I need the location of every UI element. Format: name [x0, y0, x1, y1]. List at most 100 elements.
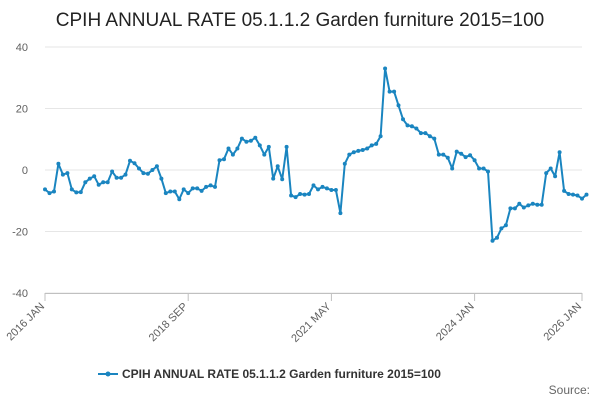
data-point[interactable]: [383, 66, 388, 71]
data-point[interactable]: [235, 146, 240, 151]
data-point[interactable]: [477, 166, 482, 171]
data-point[interactable]: [459, 151, 464, 156]
data-point[interactable]: [436, 152, 441, 157]
data-point[interactable]: [342, 161, 347, 166]
data-point[interactable]: [517, 201, 522, 206]
data-point[interactable]: [414, 126, 419, 131]
data-point[interactable]: [521, 205, 526, 210]
source-label[interactable]: Source:: [549, 383, 590, 397]
data-point[interactable]: [490, 238, 495, 243]
data-point[interactable]: [486, 169, 490, 174]
data-point[interactable]: [284, 144, 289, 149]
data-point[interactable]: [571, 192, 575, 197]
data-point[interactable]: [163, 191, 168, 196]
data-point[interactable]: [222, 157, 226, 162]
data-point[interactable]: [110, 169, 115, 174]
data-point[interactable]: [69, 187, 74, 192]
data-point[interactable]: [539, 202, 544, 207]
data-point[interactable]: [47, 191, 52, 196]
data-point[interactable]: [418, 131, 423, 136]
data-point[interactable]: [226, 146, 231, 151]
data-point[interactable]: [78, 190, 83, 195]
data-point[interactable]: [123, 172, 128, 177]
data-point[interactable]: [356, 148, 361, 153]
data-point[interactable]: [333, 188, 338, 192]
data-point[interactable]: [181, 187, 186, 192]
data-point[interactable]: [280, 177, 285, 182]
data-point[interactable]: [105, 180, 110, 185]
data-point[interactable]: [530, 201, 535, 206]
data-point[interactable]: [132, 161, 137, 166]
data-point[interactable]: [177, 197, 182, 202]
data-point[interactable]: [503, 223, 508, 228]
data-point[interactable]: [562, 188, 567, 193]
data-point[interactable]: [535, 202, 540, 207]
data-point[interactable]: [360, 148, 365, 152]
data-point[interactable]: [432, 136, 437, 141]
data-point[interactable]: [580, 196, 584, 201]
data-point[interactable]: [150, 168, 155, 172]
data-point[interactable]: [472, 158, 477, 163]
data-point[interactable]: [96, 182, 101, 187]
data-point[interactable]: [266, 144, 271, 149]
data-point[interactable]: [392, 89, 397, 94]
data-point[interactable]: [374, 141, 379, 146]
data-point[interactable]: [239, 136, 244, 141]
data-point[interactable]: [172, 189, 177, 194]
data-point[interactable]: [351, 150, 356, 155]
data-point[interactable]: [499, 226, 504, 231]
data-point[interactable]: [195, 186, 200, 191]
data-point[interactable]: [262, 152, 267, 157]
data-point[interactable]: [56, 161, 61, 166]
legend[interactable]: CPIH ANNUAL RATE 05.1.1.2 Garden furnitu…: [98, 367, 441, 381]
data-point[interactable]: [168, 189, 173, 194]
data-point[interactable]: [441, 152, 446, 157]
data-point[interactable]: [289, 193, 294, 198]
data-point[interactable]: [526, 203, 531, 208]
data-point[interactable]: [52, 189, 56, 194]
data-point[interactable]: [119, 175, 124, 180]
data-point[interactable]: [387, 89, 392, 94]
data-point[interactable]: [190, 186, 195, 191]
data-point[interactable]: [553, 174, 558, 179]
data-point[interactable]: [316, 187, 320, 192]
data-point[interactable]: [463, 155, 468, 160]
data-point[interactable]: [566, 192, 571, 196]
data-point[interactable]: [145, 171, 150, 176]
data-point[interactable]: [244, 139, 249, 144]
data-point[interactable]: [253, 135, 258, 140]
data-point[interactable]: [87, 176, 92, 181]
data-point[interactable]: [159, 176, 164, 181]
data-point[interactable]: [320, 184, 325, 189]
data-point[interactable]: [114, 175, 119, 180]
data-point[interactable]: [154, 164, 159, 169]
data-point[interactable]: [584, 192, 589, 197]
data-point[interactable]: [230, 152, 235, 157]
data-point[interactable]: [307, 192, 311, 196]
data-point[interactable]: [401, 117, 405, 122]
data-point[interactable]: [427, 134, 432, 139]
data-point[interactable]: [92, 174, 97, 179]
data-point[interactable]: [468, 153, 473, 158]
data-point[interactable]: [213, 184, 217, 189]
data-point[interactable]: [423, 131, 428, 136]
data-point[interactable]: [293, 195, 298, 200]
data-point[interactable]: [101, 180, 106, 185]
data-point[interactable]: [347, 152, 352, 157]
data-point[interactable]: [60, 172, 65, 177]
data-point[interactable]: [409, 124, 414, 129]
data-point[interactable]: [548, 166, 553, 171]
data-point[interactable]: [248, 138, 253, 143]
data-point[interactable]: [557, 150, 562, 155]
data-point[interactable]: [481, 166, 486, 171]
data-point[interactable]: [271, 176, 276, 181]
data-point[interactable]: [329, 188, 334, 192]
data-point[interactable]: [454, 149, 459, 154]
data-point[interactable]: [495, 235, 499, 240]
data-point[interactable]: [445, 155, 450, 160]
data-point[interactable]: [74, 190, 79, 195]
data-point[interactable]: [324, 186, 329, 191]
data-point[interactable]: [369, 143, 374, 148]
data-point[interactable]: [217, 158, 222, 163]
data-point[interactable]: [512, 206, 517, 211]
